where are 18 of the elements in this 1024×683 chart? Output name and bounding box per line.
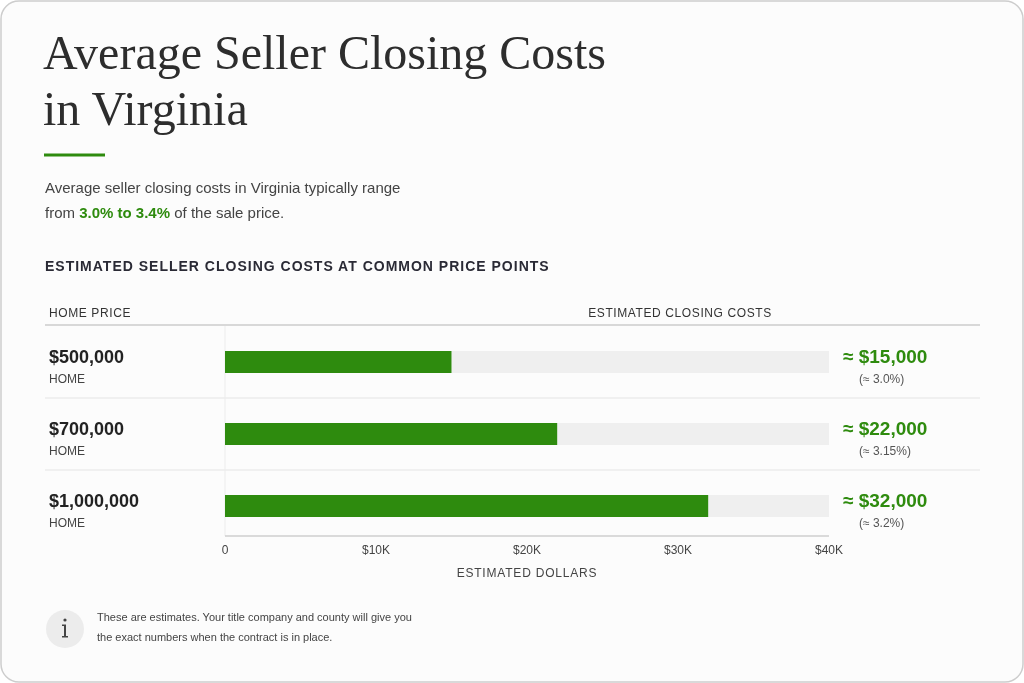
y-tick-label: $1,000,000 HOME: [49, 491, 140, 530]
y-tick-label: $700,000 HOME: [49, 419, 125, 458]
text: ESTIMATED CLOSING COSTS: [588, 306, 772, 320]
text: These are estimates. Your title company and county will give you the exact numbers when the contract is in place.: [97, 611, 412, 643]
chart-subtitle: Average seller closing costs in Virginia typically range from 3.0% to 3.4% of the sale price.: [45, 179, 401, 221]
x-tick-label: $20K: [512, 543, 542, 557]
x-tick-label: $30K: [663, 543, 693, 557]
text: ESTIMATED SELLER CLOSING COSTS AT COMMON PRICE POINTS: [45, 258, 550, 274]
data-label: ≈ $22,000 (≈ 3.15%): [843, 418, 928, 458]
data-label: ≈ $32,000 (≈ 3.2%): [843, 490, 928, 530]
x-tick-label: 0: [221, 543, 229, 557]
x-tick-label: $10K: [361, 543, 391, 557]
y-axis-title: HOME PRICE: [49, 306, 132, 320]
x-tick-label: $40K: [814, 543, 844, 557]
chart-title: Average Seller Closing Costs in Virginia: [43, 26, 607, 135]
y-tick-label: $500,000 HOME: [49, 347, 125, 386]
x-axis-title: ESTIMATED DOLLARS: [456, 566, 598, 580]
data-label: ≈ $15,000 (≈ 3.0%): [843, 346, 928, 386]
